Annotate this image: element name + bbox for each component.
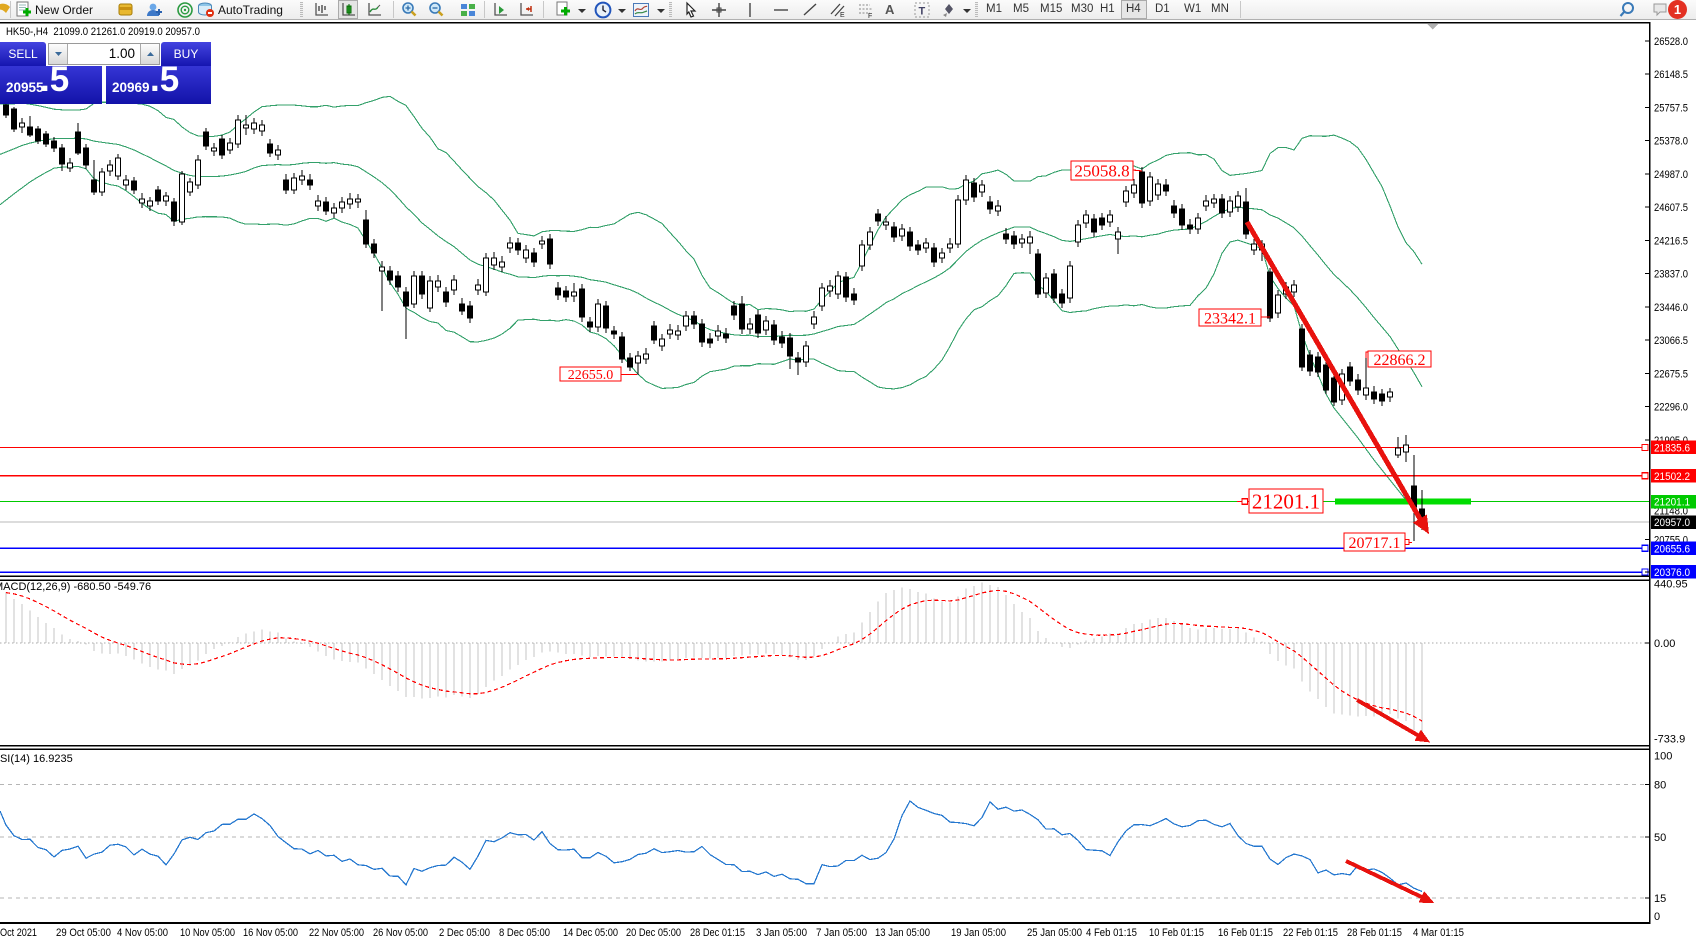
svg-text:25 Jan 05:00: 25 Jan 05:00 [1027,927,1082,939]
svg-text:440.95: 440.95 [1654,579,1688,591]
svg-text:25757.5: 25757.5 [1654,103,1688,115]
svg-text:23342.1: 23342.1 [1204,310,1256,327]
svg-text:21148.0: 21148.0 [1654,506,1688,518]
svg-text:23837.0: 23837.0 [1654,268,1688,280]
svg-text:MACD(12,26,9) -680.50 -549.76: MACD(12,26,9) -680.50 -549.76 [0,581,151,593]
svg-text:0: 0 [1654,911,1660,923]
svg-text:22 Feb 01:15: 22 Feb 01:15 [1283,927,1338,939]
svg-text:25378.0: 25378.0 [1654,135,1688,147]
svg-text:16 Feb 01:15: 16 Feb 01:15 [1218,927,1273,939]
svg-text:2 Dec 05:00: 2 Dec 05:00 [439,927,490,939]
svg-text:E: E [840,12,845,19]
svg-text:20957.0: 20957.0 [1654,517,1690,529]
svg-text:3 Jan 05:00: 3 Jan 05:00 [756,927,807,939]
svg-text:10 Feb 01:15: 10 Feb 01:15 [1149,927,1204,939]
svg-text:100: 100 [1654,751,1672,763]
svg-text:24987.0: 24987.0 [1654,169,1688,181]
svg-text:28 Feb 01:15: 28 Feb 01:15 [1347,927,1402,939]
svg-text:F: F [868,13,872,19]
svg-text:25058.8: 25058.8 [1074,162,1129,181]
svg-text:Oct 2021: Oct 2021 [0,927,37,939]
svg-text:4 Nov 05:00: 4 Nov 05:00 [117,927,168,939]
svg-text:22 Nov 05:00: 22 Nov 05:00 [309,927,364,939]
svg-text:28 Dec 01:15: 28 Dec 01:15 [690,927,745,939]
svg-text:22296.0: 22296.0 [1654,401,1688,413]
svg-text:26528.0: 26528.0 [1654,36,1688,48]
svg-text:20655.6: 20655.6 [1654,543,1690,555]
svg-text:13 Jan 05:00: 13 Jan 05:00 [875,927,930,939]
svg-text:14 Dec 05:00: 14 Dec 05:00 [563,927,618,939]
svg-text:24607.5: 24607.5 [1654,202,1688,214]
svg-text:15: 15 [1654,893,1666,905]
svg-text:4 Mar 01:15: 4 Mar 01:15 [1413,927,1464,939]
svg-text:21835.6: 21835.6 [1654,442,1690,454]
svg-text:4 Feb 01:15: 4 Feb 01:15 [1086,927,1137,939]
svg-text:22866.2: 22866.2 [1374,352,1426,369]
svg-text:-733.9: -733.9 [1654,734,1685,746]
svg-text:20 Dec 05:00: 20 Dec 05:00 [626,927,681,939]
svg-text:26148.5: 26148.5 [1654,69,1688,81]
svg-text:80: 80 [1654,780,1666,792]
svg-text:21502.2: 21502.2 [1654,471,1690,483]
svg-text:16 Nov 05:00: 16 Nov 05:00 [243,927,298,939]
svg-text:HK50-,H4 21099.0 21261.0 2091: HK50-,H4 21099.0 21261.0 20919.0 20957.0 [6,26,200,38]
svg-text:20717.1: 20717.1 [1349,535,1401,552]
svg-text:RSI(14) 16.9235: RSI(14) 16.9235 [0,753,73,765]
svg-text:23446.0: 23446.0 [1654,302,1688,314]
svg-text:T: T [919,6,926,18]
svg-text:20376.0: 20376.0 [1654,567,1690,579]
svg-text:21201.1: 21201.1 [1654,497,1690,509]
svg-text:7 Jan 05:00: 7 Jan 05:00 [816,927,867,939]
svg-text:26 Nov 05:00: 26 Nov 05:00 [373,927,428,939]
svg-text:19 Jan 05:00: 19 Jan 05:00 [951,927,1006,939]
svg-text:24216.5: 24216.5 [1654,236,1688,248]
svg-text:0.00: 0.00 [1654,638,1675,650]
svg-text:21201.1: 21201.1 [1252,490,1320,514]
svg-text:29 Oct 05:00: 29 Oct 05:00 [56,927,111,939]
svg-text:50: 50 [1654,832,1666,844]
svg-text:22675.5: 22675.5 [1654,369,1688,381]
svg-text:8 Dec 05:00: 8 Dec 05:00 [499,927,550,939]
svg-text:23066.5: 23066.5 [1654,335,1688,347]
svg-text:22655.0: 22655.0 [568,368,614,383]
svg-text:10 Nov 05:00: 10 Nov 05:00 [180,927,235,939]
